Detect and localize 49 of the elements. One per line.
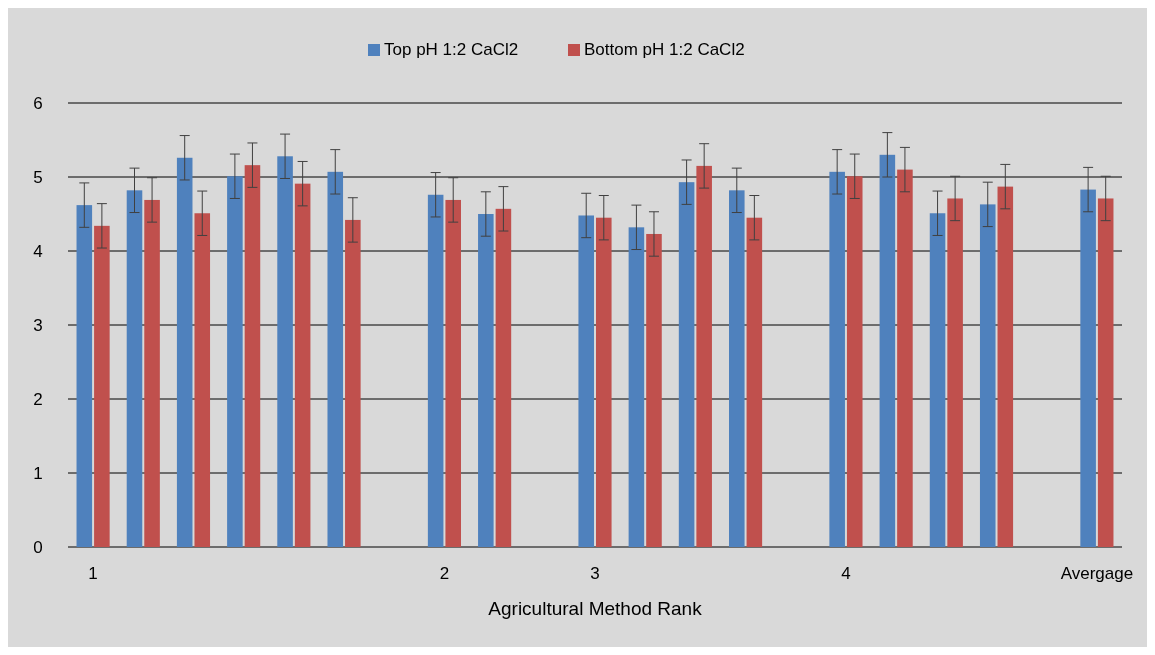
y-tick-label: 5	[33, 167, 43, 187]
bar	[696, 165, 712, 547]
bar	[495, 208, 512, 547]
bar	[294, 183, 311, 547]
y-tick-label: 3	[33, 315, 43, 335]
y-tick-label: 6	[33, 93, 43, 113]
x-tick-label: 3	[590, 564, 600, 583]
bar	[746, 217, 763, 547]
bar	[678, 182, 695, 547]
bar	[646, 233, 662, 547]
y-tick-label: 0	[33, 537, 43, 557]
bar	[126, 190, 143, 547]
y-tick-label: 4	[33, 241, 43, 261]
bar	[144, 199, 160, 547]
bar	[427, 194, 444, 547]
x-tick-label: 4	[841, 564, 851, 583]
bar	[846, 176, 863, 547]
bar	[478, 214, 494, 547]
bar	[76, 205, 93, 547]
bar	[596, 217, 612, 547]
legend-label: Bottom pH 1:2 CaCl2	[584, 40, 745, 59]
y-tick-label: 2	[33, 389, 43, 409]
x-tick-label: 1	[88, 564, 98, 583]
legend-label: Top pH 1:2 CaCl2	[384, 40, 519, 59]
bar	[244, 165, 261, 547]
bar	[227, 176, 243, 547]
bar	[897, 169, 913, 547]
bar	[729, 190, 745, 547]
bar	[327, 171, 344, 547]
bar	[628, 227, 645, 547]
bar	[979, 204, 996, 547]
bar	[1080, 189, 1096, 547]
bar	[829, 171, 845, 547]
x-tick-label: Avergage	[1060, 564, 1134, 583]
x-axis-title: Agricultural Method Rank	[488, 598, 703, 619]
bar	[578, 215, 594, 547]
bar	[445, 199, 461, 547]
x-tick-label: 2	[439, 564, 450, 583]
bar	[1097, 198, 1114, 547]
bar	[929, 213, 946, 547]
y-tick-label: 1	[33, 463, 43, 483]
bar	[277, 156, 293, 547]
bar	[345, 219, 361, 547]
bar	[997, 186, 1014, 547]
bar	[194, 213, 211, 547]
bar	[94, 225, 110, 547]
bar	[176, 157, 193, 547]
bar	[879, 154, 896, 547]
bar	[947, 198, 963, 547]
